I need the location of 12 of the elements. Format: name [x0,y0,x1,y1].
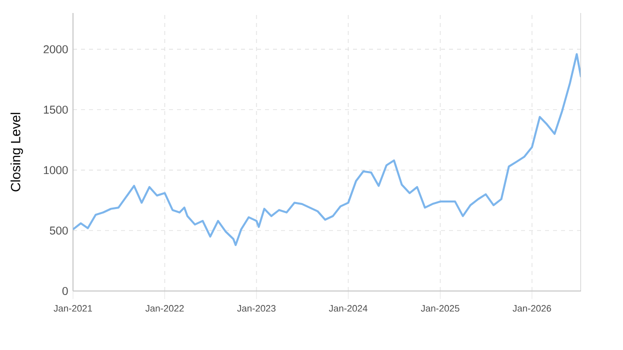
y-tick-label: 1500 [44,106,68,114]
x-tick-label: Jan-2026 [512,305,552,312]
y-tick-label: 2000 [44,45,68,54]
y-axis-title: Closing Level [10,112,23,192]
x-tick-label: Jan-2024 [328,305,368,312]
y-tick-label: 0 [62,287,68,296]
x-tick-label: Jan-2023 [237,305,276,312]
x-tick-label: Jan-2022 [145,305,184,312]
x-tick-label: Jan-2021 [54,305,92,312]
x-tick-label: Jan-2025 [420,305,460,312]
y-tick-label: 1000 [44,166,68,174]
y-tick-label: 500 [50,226,68,235]
